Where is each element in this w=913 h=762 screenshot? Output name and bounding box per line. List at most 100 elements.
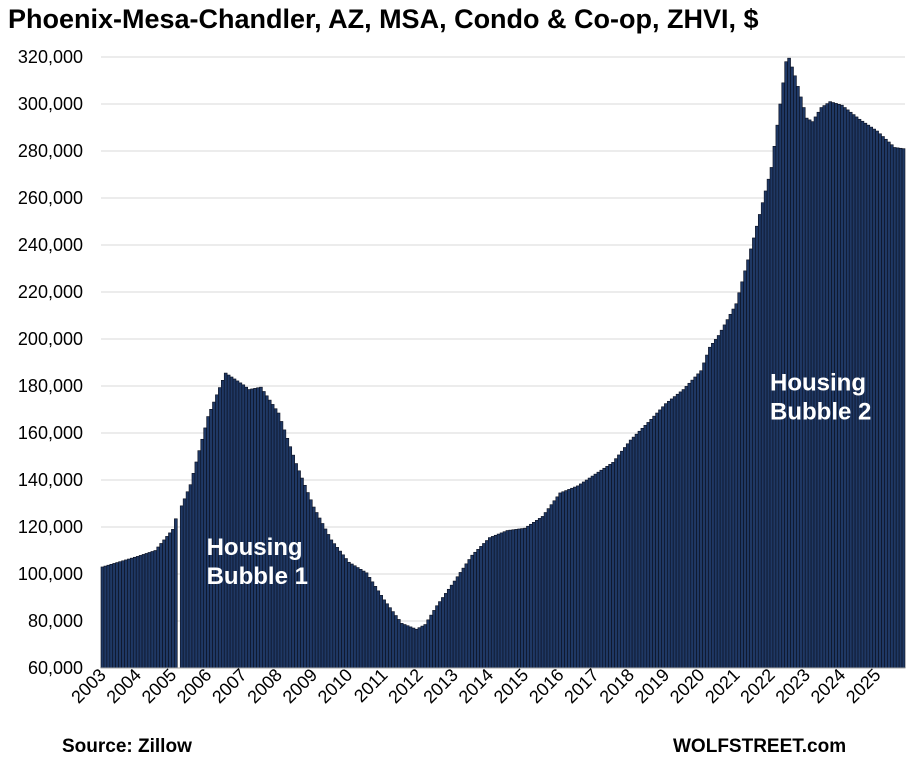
bar (311, 506, 316, 669)
bar (502, 531, 507, 669)
bar (749, 248, 753, 669)
x-tick-label: 2016 (525, 665, 567, 707)
bar (564, 490, 568, 669)
x-tick-label: 2014 (455, 665, 497, 707)
x-tick-label: 2012 (384, 665, 426, 707)
bar (746, 259, 750, 669)
bar (625, 443, 630, 669)
bar (643, 425, 648, 669)
bar (165, 536, 169, 669)
bar (901, 148, 906, 669)
bar (523, 527, 527, 669)
bar (570, 487, 574, 669)
bar (708, 346, 712, 669)
bar (499, 532, 504, 669)
bar (121, 560, 125, 669)
x-tick-label: 2004 (103, 665, 145, 707)
y-tick-label: 200,000 (18, 329, 83, 349)
bar (517, 528, 521, 669)
bar (488, 537, 492, 669)
bar (253, 388, 257, 669)
bar (505, 530, 510, 669)
bar (725, 319, 730, 669)
chart-title: Phoenix-Mesa-Chandler, AZ, MSA, Condo & … (8, 4, 759, 34)
bar (332, 543, 337, 669)
bar (423, 624, 427, 669)
bar (605, 465, 609, 669)
bar (291, 454, 295, 669)
bar (109, 564, 114, 669)
bar (540, 516, 545, 669)
bar (887, 141, 891, 669)
bar (197, 450, 202, 669)
y-tick-label: 220,000 (18, 282, 83, 302)
x-tick-label: 2010 (314, 665, 356, 707)
bar (520, 528, 524, 669)
bar (476, 549, 480, 669)
bar (461, 567, 466, 669)
bar (675, 393, 680, 669)
bar (649, 418, 653, 669)
bar (438, 601, 442, 669)
bar (141, 554, 146, 669)
x-tick-label: 2011 (350, 665, 392, 707)
bar (402, 624, 407, 669)
y-tick-label: 80,000 (28, 611, 83, 631)
bar (411, 627, 416, 669)
bar (467, 559, 472, 669)
bar (244, 386, 249, 669)
bar (218, 387, 222, 669)
annotation-label: Bubble 2 (770, 399, 871, 426)
bar (147, 552, 152, 669)
bar (379, 595, 383, 669)
bar (558, 492, 562, 669)
bar (162, 539, 166, 669)
bar (728, 314, 733, 669)
bar (350, 563, 354, 669)
bar (347, 561, 351, 669)
bar (672, 396, 677, 669)
bar (892, 147, 897, 669)
bar (429, 614, 433, 669)
bar (787, 57, 791, 669)
source-label: Source: Zillow (62, 736, 192, 757)
bar (869, 126, 874, 669)
bar (191, 473, 196, 669)
bar (634, 433, 639, 669)
bar (100, 566, 105, 669)
bar (508, 529, 513, 669)
y-tick-label: 120,000 (18, 517, 83, 537)
bar (174, 518, 178, 669)
bar (722, 324, 727, 669)
bar (664, 403, 668, 669)
bar (132, 556, 137, 669)
bar (534, 520, 539, 669)
bar (529, 523, 533, 669)
bar (614, 458, 618, 669)
bar (449, 584, 454, 669)
x-tick-label: 2021 (701, 665, 743, 707)
bar (188, 484, 193, 669)
bar (526, 525, 530, 669)
x-tick-label: 2009 (279, 665, 321, 707)
annotation-label: Housing (770, 370, 866, 397)
x-tick-label: 2008 (243, 665, 285, 707)
bar (743, 270, 747, 669)
bar (320, 523, 325, 669)
bar (608, 464, 612, 669)
bar (194, 461, 199, 669)
bar (511, 529, 516, 669)
bar (241, 384, 246, 669)
bar (215, 394, 219, 669)
bar (156, 546, 160, 669)
bar (479, 546, 483, 669)
bar (358, 568, 363, 669)
bar (485, 540, 489, 669)
bar (370, 581, 375, 669)
y-tick-label: 240,000 (18, 235, 83, 255)
x-tick-label: 2015 (490, 665, 532, 707)
y-tick-label: 140,000 (18, 470, 83, 490)
bar (628, 439, 633, 669)
bar (875, 130, 879, 669)
